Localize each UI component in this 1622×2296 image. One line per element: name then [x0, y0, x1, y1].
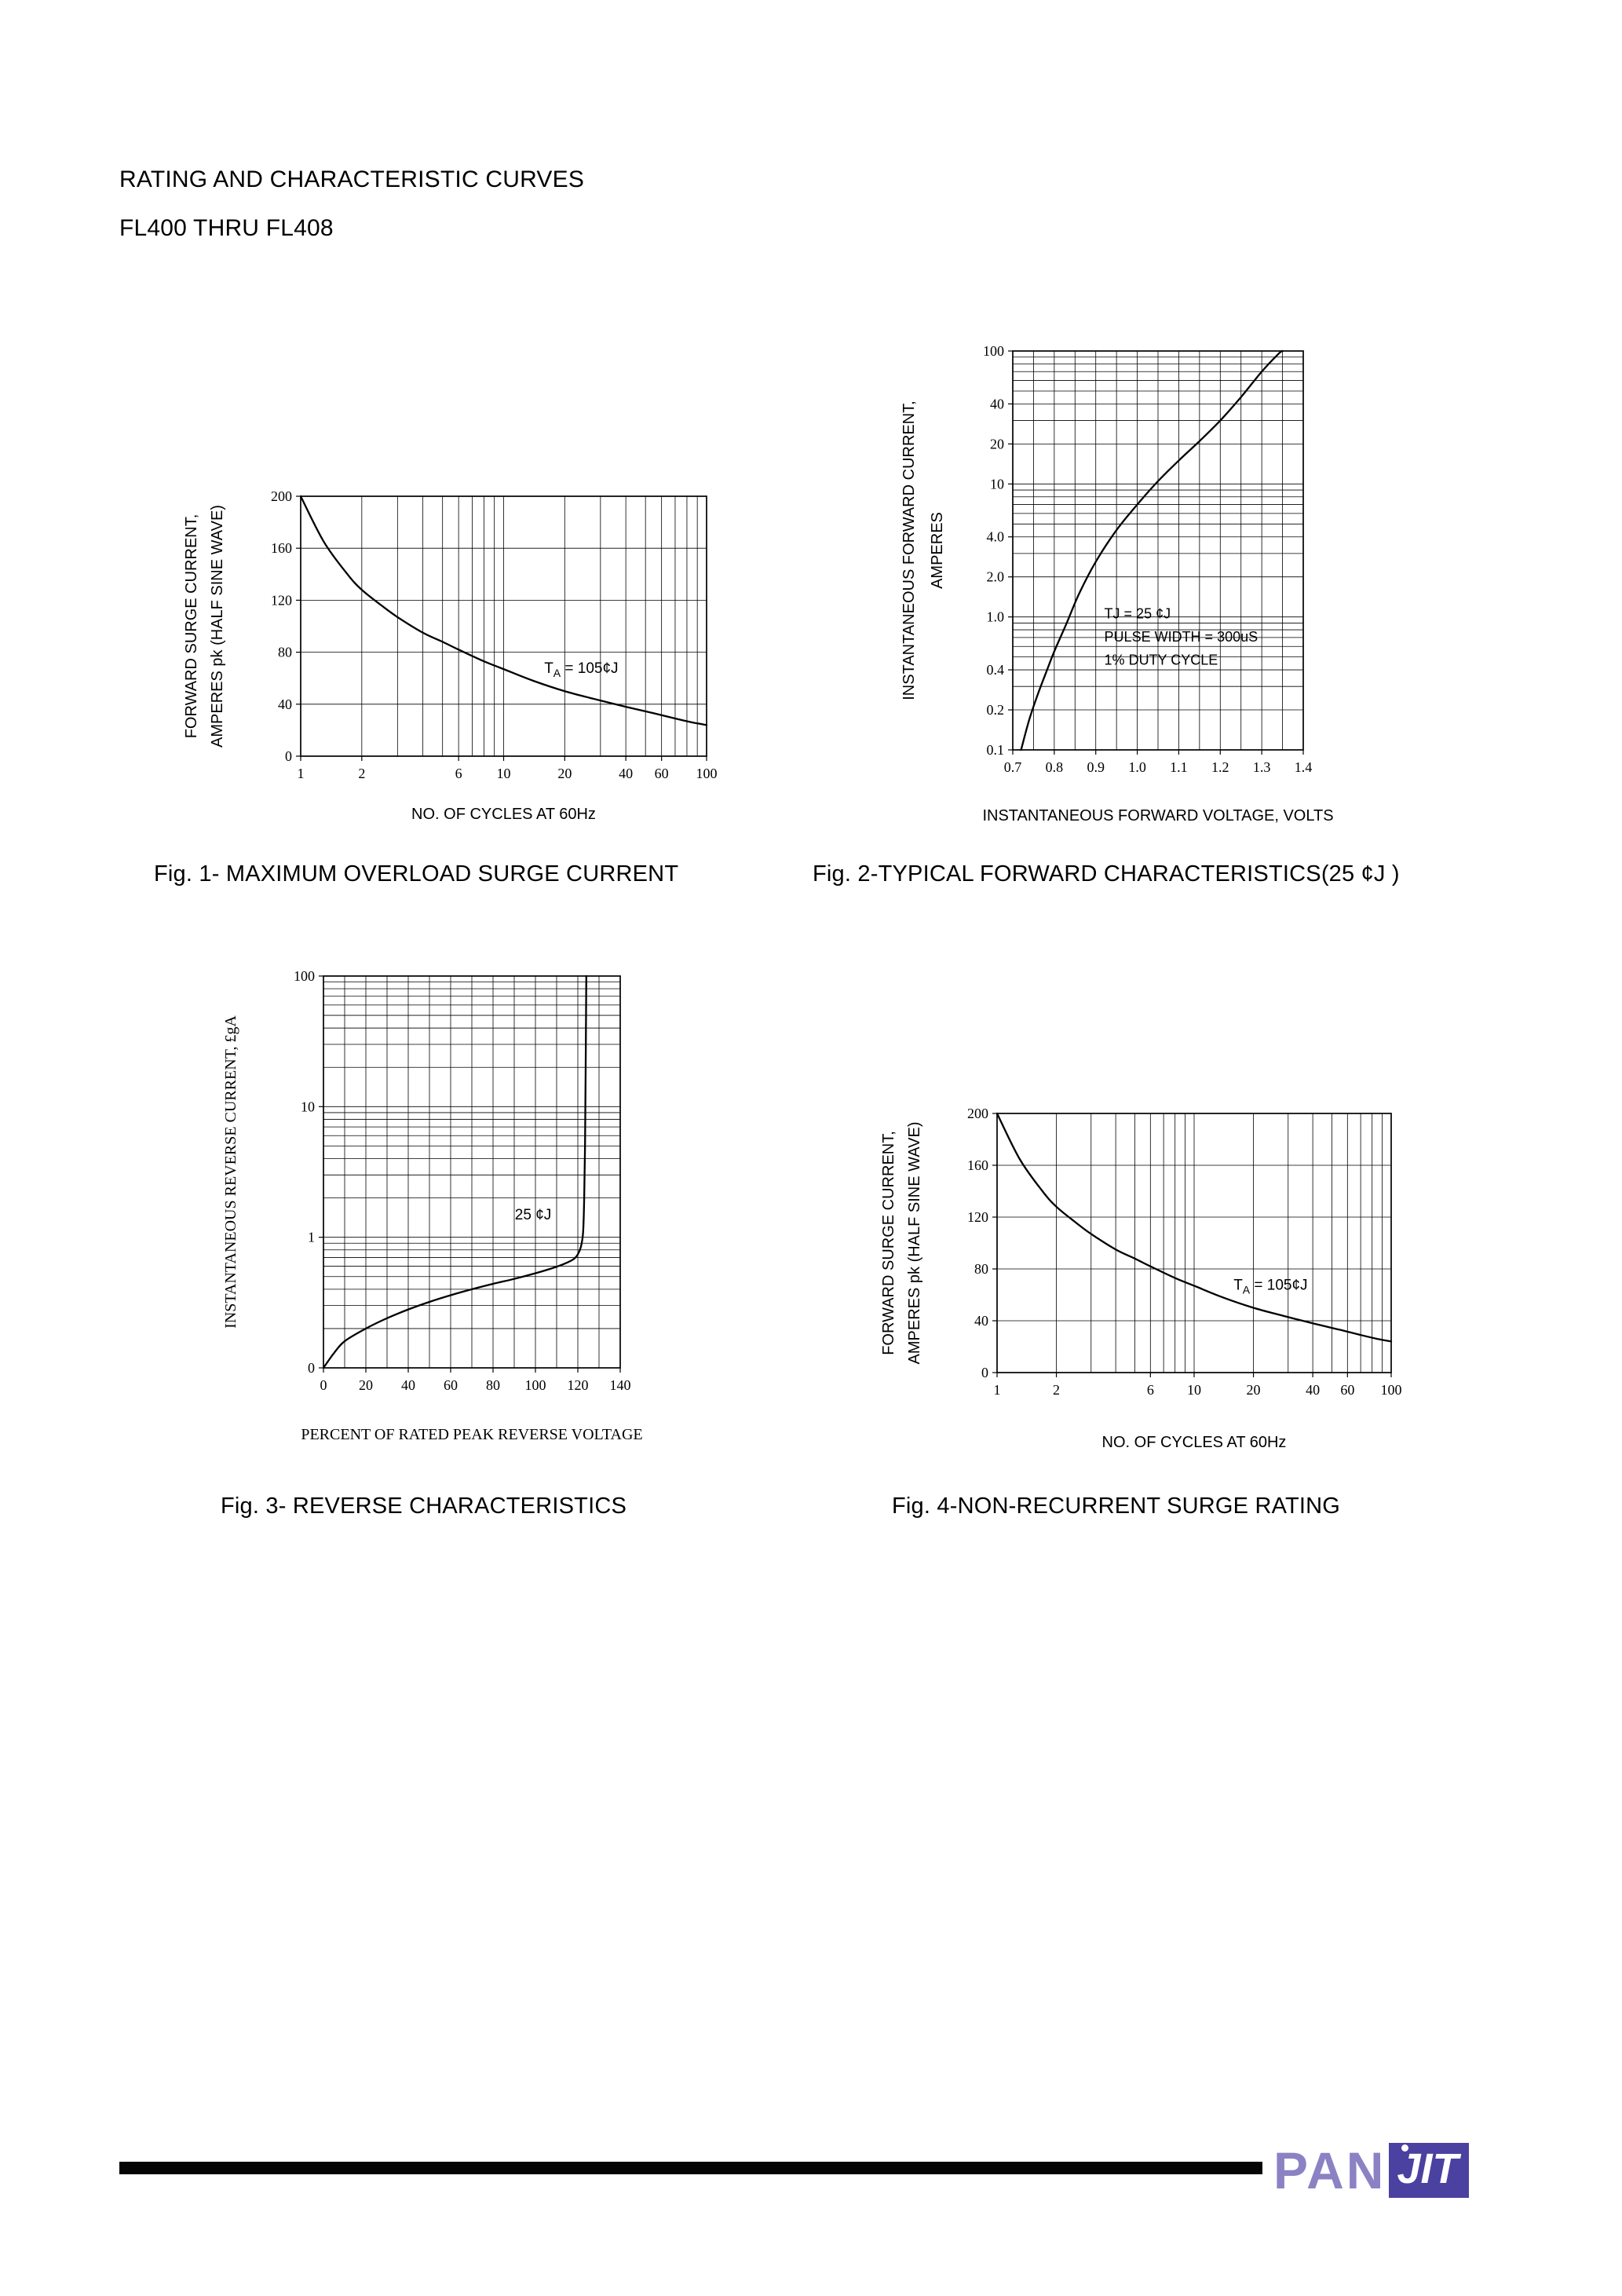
- svg-text:2: 2: [358, 766, 365, 781]
- svg-text:20: 20: [359, 1377, 373, 1393]
- svg-text:PULSE WIDTH = 300uS: PULSE WIDTH = 300uS: [1105, 629, 1259, 645]
- svg-text:0: 0: [320, 1377, 327, 1393]
- svg-text:0.8: 0.8: [1046, 759, 1064, 775]
- svg-text:160: 160: [271, 540, 292, 556]
- svg-text:120: 120: [271, 592, 292, 608]
- svg-text:10: 10: [301, 1099, 315, 1114]
- svg-text:0.1: 0.1: [987, 742, 1005, 758]
- svg-text:TA = 105¢J: TA = 105¢J: [544, 660, 618, 679]
- svg-text:1.0: 1.0: [987, 609, 1005, 625]
- svg-text:INSTANTANEOUS REVERSE CURRENT,: INSTANTANEOUS REVERSE CURRENT, £gA: [222, 1015, 239, 1329]
- fig4-surge-rating-chart: 1 2 6 10 20 40 60 100 0 40 80 120 160 200 NO. OF CYCLE…: [880, 1106, 1402, 1451]
- svg-text:40: 40: [278, 696, 292, 712]
- svg-text:10: 10: [497, 766, 511, 781]
- svg-text:PERCENT OF RATED PEAK REVERSE: PERCENT OF RATED PEAK REVERSE VOLTAGE: [301, 1426, 642, 1443]
- svg-text:140: 140: [610, 1377, 631, 1393]
- svg-text:40: 40: [990, 396, 1004, 411]
- svg-text:TJ = 25 ¢J: TJ = 25 ¢J: [1105, 605, 1171, 621]
- svg-text:100: 100: [983, 343, 1004, 359]
- svg-text:4.0: 4.0: [987, 529, 1005, 545]
- svg-text:20: 20: [557, 766, 572, 781]
- svg-text:40: 40: [619, 766, 633, 781]
- svg-text:1.4: 1.4: [1295, 759, 1313, 775]
- svg-text:40: 40: [1306, 1382, 1320, 1398]
- fig2-caption: Fig. 2-TYPICAL FORWARD CHARACTERISTICS(2…: [813, 861, 1400, 887]
- svg-text:AMPERES: AMPERES: [929, 512, 946, 589]
- svg-text:1.0: 1.0: [1128, 759, 1146, 775]
- svg-text:10: 10: [990, 476, 1004, 492]
- svg-text:1.1: 1.1: [1170, 759, 1188, 775]
- svg-text:1: 1: [994, 1382, 1001, 1398]
- fig4-caption: Fig. 4-NON-RECURRENT SURGE RATING: [892, 1493, 1341, 1519]
- svg-text:INSTANTANEOUS FORWARD VOLTAGE,: INSTANTANEOUS FORWARD VOLTAGE, VOLTS: [982, 807, 1333, 824]
- svg-text:100: 100: [1381, 1382, 1402, 1398]
- svg-text:200: 200: [271, 488, 292, 504]
- svg-text:INSTANTANEOUS FORWARD CURRENT,: INSTANTANEOUS FORWARD CURRENT,: [901, 400, 918, 700]
- svg-text:120: 120: [967, 1209, 988, 1225]
- logo-j-dot: [1401, 2144, 1409, 2152]
- part-number-range: FL400 THRU FL408: [119, 215, 334, 241]
- svg-text:0: 0: [981, 1365, 988, 1380]
- fig1-caption: Fig. 1- MAXIMUM OVERLOAD SURGE CURRENT: [154, 861, 679, 887]
- svg-text:10: 10: [1187, 1382, 1201, 1398]
- svg-text:60: 60: [444, 1377, 458, 1393]
- svg-text:1.3: 1.3: [1253, 759, 1271, 775]
- logo-box-jit: JIT: [1389, 2143, 1470, 2198]
- svg-text:100: 100: [294, 968, 315, 984]
- svg-text:0.4: 0.4: [987, 662, 1005, 678]
- page-title: RATING AND CHARACTERISTIC CURVES: [119, 166, 585, 192]
- svg-text:100: 100: [525, 1377, 546, 1393]
- svg-text:160: 160: [967, 1157, 988, 1173]
- svg-text:NO. OF CYCLES AT 60Hz: NO. OF CYCLES AT 60Hz: [1102, 1434, 1287, 1451]
- svg-text:80: 80: [486, 1377, 500, 1393]
- svg-text:6: 6: [1147, 1382, 1154, 1398]
- svg-text:120: 120: [568, 1377, 589, 1393]
- footer-rule: [119, 2162, 1262, 2174]
- svg-text:0.2: 0.2: [987, 702, 1005, 718]
- logo-text-jit: JIT: [1397, 2145, 1459, 2192]
- panjit-logo: PAN JIT: [1273, 2137, 1470, 2203]
- fig1-overload-surge-chart: 1 2 6 10 20 40 60 100 0 40 80 120 160 200 NO. OF CYCLE…: [183, 488, 718, 823]
- fig2-forward-characteristics-chart: 0.7 0.8 0.9 1.0 1.1 1.2 1.3 1.4 100 40 20 10 4.0 2.0 1…: [901, 343, 1334, 824]
- svg-text:TA = 105¢J: TA = 105¢J: [1233, 1277, 1307, 1296]
- svg-text:20: 20: [990, 436, 1004, 452]
- svg-text:0: 0: [308, 1360, 315, 1376]
- svg-text:25 ¢J: 25 ¢J: [515, 1207, 551, 1223]
- svg-text:1: 1: [308, 1230, 315, 1245]
- svg-text:1% DUTY CYCLE: 1% DUTY CYCLE: [1105, 652, 1218, 667]
- svg-text:80: 80: [278, 645, 292, 660]
- svg-text:FORWARD SURGE CURRENT,: FORWARD SURGE CURRENT,: [880, 1131, 897, 1355]
- svg-text:80: 80: [974, 1261, 988, 1277]
- logo-text-pan: PAN: [1273, 2141, 1386, 2199]
- svg-text:20: 20: [1247, 1382, 1261, 1398]
- svg-text:1: 1: [298, 766, 305, 781]
- svg-text:2: 2: [1053, 1382, 1060, 1398]
- svg-text:40: 40: [974, 1313, 988, 1329]
- svg-text:40: 40: [401, 1377, 415, 1393]
- svg-text:0.9: 0.9: [1087, 759, 1105, 775]
- svg-text:2.0: 2.0: [987, 569, 1005, 585]
- svg-text:100: 100: [696, 766, 718, 781]
- fig3-caption: Fig. 3- REVERSE CHARACTERISTICS: [221, 1493, 627, 1519]
- svg-text:200: 200: [967, 1106, 988, 1121]
- svg-text:60: 60: [1340, 1382, 1354, 1398]
- svg-text:60: 60: [655, 766, 669, 781]
- svg-text:0.7: 0.7: [1004, 759, 1022, 775]
- svg-text:FORWARD SURGE CURRENT,: FORWARD SURGE CURRENT,: [183, 514, 200, 739]
- svg-text:6: 6: [455, 766, 462, 781]
- svg-text:1.2: 1.2: [1211, 759, 1229, 775]
- svg-text:0: 0: [285, 748, 292, 764]
- svg-text:AMPERES pk (HALF SINE WAVE): AMPERES pk (HALF SINE WAVE): [906, 1122, 923, 1365]
- svg-text:NO. OF CYCLES AT 60Hz: NO. OF CYCLES AT 60Hz: [411, 806, 596, 823]
- svg-text:AMPERES pk (HALF SINE WAVE): AMPERES pk (HALF SINE WAVE): [209, 505, 226, 748]
